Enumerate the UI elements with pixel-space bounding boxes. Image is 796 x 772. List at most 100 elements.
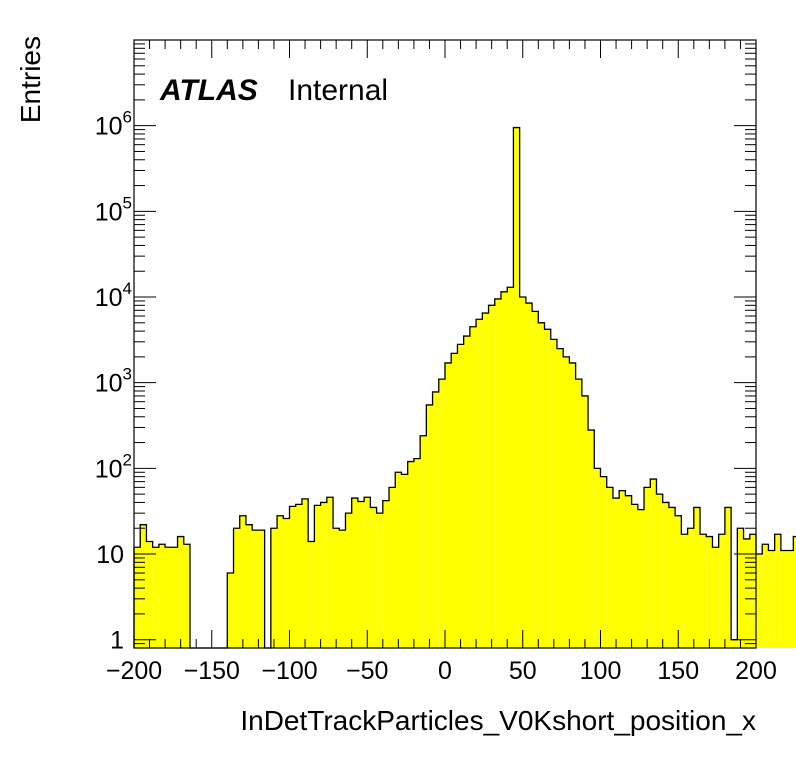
histogram-bar [743,538,750,648]
histogram-bar [631,504,638,648]
histogram-outline [133,126,796,649]
histogram-bar [295,504,302,648]
histogram-bar [463,336,470,648]
histogram-bar [158,544,166,648]
histogram-bar [401,474,408,648]
histogram-bar [420,435,427,648]
histogram-bar [606,487,613,648]
histogram-bar [333,528,340,648]
histogram-bar [320,502,327,648]
histogram-bar [637,509,645,648]
histogram-bar [768,550,775,648]
y-axis-title: Entries [15,36,46,123]
histogram-bar [482,313,489,648]
x-tick-label: 100 [580,657,622,685]
internal-label: Internal [288,74,388,107]
x-tick-labels: −200 −150 −100 −50 0 50 100 150 200 [106,657,777,685]
histogram-bar [438,379,445,648]
histogram-bar [594,468,601,648]
histogram-bar [239,515,246,648]
histogram-bar [519,297,526,648]
histogram-bar [445,362,452,648]
histogram-bar [556,348,564,648]
histogram-bar [588,430,595,648]
histogram-bar [451,353,458,648]
histogram-bar [395,472,402,648]
histogram-bar [283,518,290,648]
histogram-bar [469,326,477,648]
histogram-bar [538,322,545,648]
histogram-bar [793,536,796,648]
histogram-bar [351,498,358,648]
histogram-bar [575,379,582,648]
histogram-bar [277,515,284,648]
x-tick-label: −150 [184,657,240,685]
axis-ticks [133,39,757,649]
histogram-bar [550,339,557,648]
x-tick-label: −200 [106,657,162,685]
histogram-bar [780,550,788,648]
histogram-bar [749,534,756,648]
y-tick-label: 103 [95,365,132,398]
histogram-bar [382,500,390,648]
histogram-bar [563,356,570,648]
histogram-bar [656,494,663,648]
histogram-bar [569,362,576,648]
histogram-bar [500,291,508,648]
histogram-bar [370,507,377,648]
histogram-bar [326,497,334,648]
atlas-label: ATLAS [159,74,258,107]
histogram-bar [644,487,651,648]
histogram-bar [308,541,315,648]
histogram-bar [227,573,234,648]
histogram-bars [133,126,796,649]
x-tick-label: 150 [657,657,699,685]
histogram-bar [426,404,433,648]
histogram-bar [289,506,296,648]
histogram-bar [581,395,589,648]
histogram-bar [774,534,781,648]
x-tick-label: −50 [346,657,388,685]
histogram-bar [494,298,501,648]
histogram-bar [532,311,539,648]
x-tick-label: −100 [261,657,317,685]
histogram-bar [476,319,483,648]
histogram-bar [687,528,694,648]
y-tick-label: 10 [96,541,124,569]
histogram-bar [737,528,744,648]
histogram-bar [270,528,278,648]
x-tick-label: 0 [438,657,452,685]
histogram-bar [488,305,495,648]
histogram-bar [301,498,309,648]
histogram-bar [706,536,713,648]
histogram-bar [183,544,190,648]
histogram-bar [233,528,240,648]
histogram-bar [357,501,365,648]
histogram-bar [513,127,520,648]
histogram-bar [612,498,620,648]
y-tick-label: 1 [110,627,124,655]
histogram-bar [544,329,551,648]
histogram-bar [134,547,141,648]
histogram-bar [619,490,626,648]
histogram-bar [152,547,159,648]
histogram-bar [314,505,321,648]
histogram-bar [252,530,259,648]
histogram-bar [650,479,657,648]
histogram-bar [600,476,607,648]
histogram-bar [376,513,383,648]
y-tick-label: 102 [95,450,132,483]
histogram-bar [345,513,352,648]
histogram-bar [507,287,514,648]
y-tick-label: 106 [95,108,132,141]
histogram-bar [693,507,701,648]
histogram-bar [146,541,153,648]
histogram-bar [681,534,688,648]
histogram-bar [712,547,719,648]
histogram-bar [339,530,346,648]
histogram-bar [731,639,738,648]
histogram-bar [668,507,676,648]
histogram-bar [762,544,769,648]
